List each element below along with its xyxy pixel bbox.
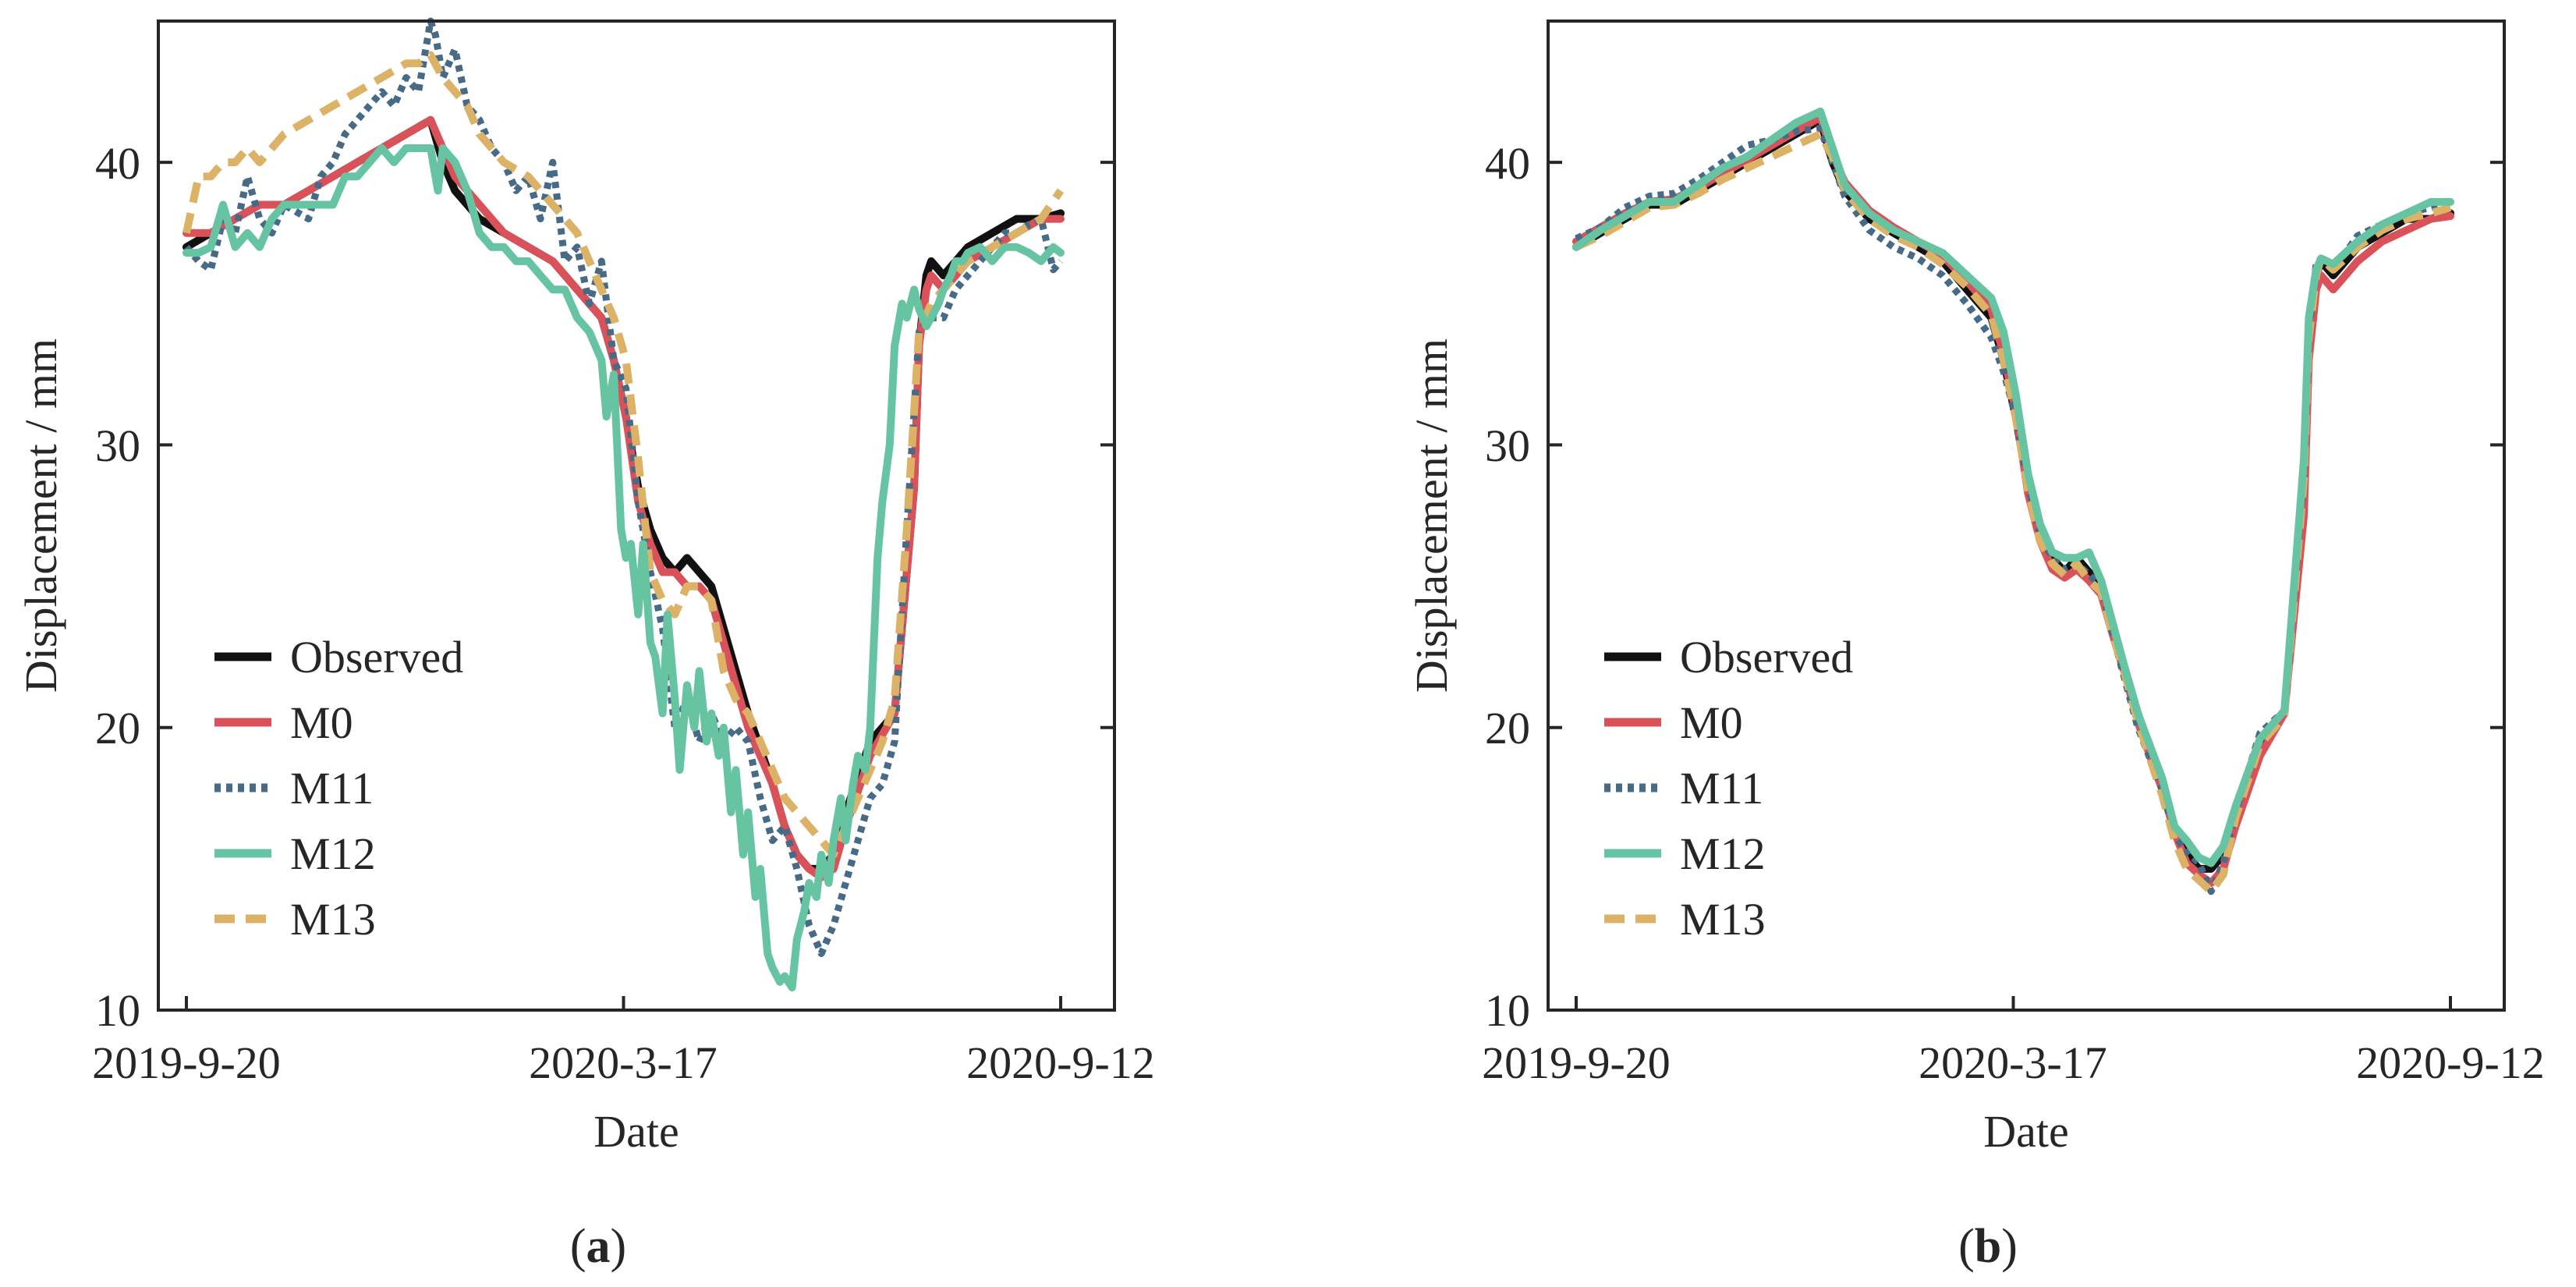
series-layer [1572, 107, 2454, 895]
legend-label-m11: M11 [290, 763, 374, 814]
panel-caption-b: (b) [1958, 1220, 2018, 1273]
y-tick-label: 20 [95, 703, 140, 753]
series-line-m13 [182, 51, 1065, 859]
legend: Observed M0 M11 M12 M13 [214, 632, 463, 945]
chart-panel-a: 10 20 30 40 2019-9-20 2020-3-17 2020-9-1… [16, 17, 1155, 1273]
series-line-m12 [1572, 107, 2454, 867]
series-line-m11 [183, 17, 1064, 957]
series-line-observed [1572, 115, 2454, 873]
y-tick-label: 10 [95, 985, 140, 1036]
x-axis-title: Date [594, 1106, 679, 1157]
legend-label-m13: M13 [290, 894, 376, 945]
panel-label-a: a [586, 1220, 611, 1273]
x-axis-title: Date [1983, 1106, 2069, 1157]
legend-label-m12: M12 [290, 828, 376, 879]
plot-frame [157, 20, 1116, 1012]
plot-frame [1547, 20, 2506, 1012]
legend: Observed M0 M11 M12 M13 [1604, 632, 1853, 945]
y-axis-title: Displacement / mm [1406, 339, 1457, 693]
series-line-observed [182, 115, 1065, 873]
y-tick-label: 10 [1485, 985, 1530, 1036]
legend-label-observed: Observed [290, 632, 463, 682]
series-layer [182, 17, 1065, 991]
y-tick-label: 20 [1485, 703, 1530, 753]
legend-label-observed: Observed [1680, 632, 1853, 682]
y-tick-label: 30 [95, 420, 140, 471]
panel-caption-a: (a) [570, 1220, 626, 1273]
panel-label-b: b [1975, 1220, 2001, 1273]
legend-label-m12: M12 [1680, 828, 1766, 879]
legend-label-m13: M13 [1680, 894, 1766, 945]
ticks-layer [1548, 161, 2504, 1012]
x-tick-label: 2019-9-20 [1482, 1037, 1671, 1088]
y-tick-label: 30 [1485, 420, 1530, 471]
x-tick-label: 2020-3-17 [529, 1037, 718, 1088]
y-tick-label: 40 [1485, 138, 1530, 189]
x-tick-label: 2020-9-12 [966, 1037, 1155, 1088]
x-tick-label: 2020-3-17 [1919, 1037, 2107, 1088]
legend-label-m0: M0 [1680, 697, 1743, 748]
ticks-layer [158, 161, 1114, 1012]
x-tick-label: 2019-9-20 [92, 1037, 281, 1088]
x-tick-label: 2020-9-12 [2356, 1037, 2545, 1088]
y-tick-label: 40 [95, 138, 140, 189]
series-line-m12 [182, 144, 1065, 991]
legend-label-m11: M11 [1680, 763, 1763, 814]
legend-label-m0: M0 [290, 697, 353, 748]
chart-panel-b: 10 20 30 40 2019-9-20 2020-3-17 2020-9-1… [1406, 20, 2545, 1273]
y-axis-title: Displacement / mm [16, 339, 66, 693]
